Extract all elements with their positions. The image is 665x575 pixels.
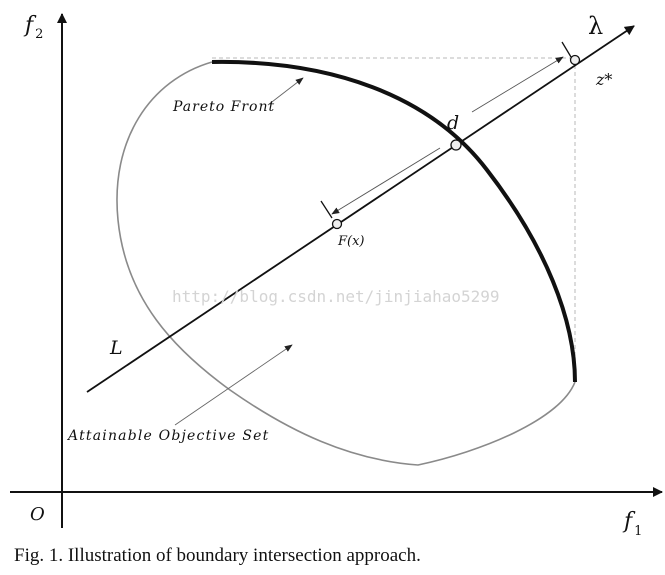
point-d-marker: [450, 139, 462, 151]
lambda-label: λ: [588, 12, 603, 40]
tick-mark-z: [561, 41, 572, 58]
point-z-label: z*: [595, 70, 612, 89]
point-d-label: d: [447, 112, 459, 134]
distance-arrow-to-F: [331, 147, 441, 215]
pareto-front-curve: [211, 59, 577, 383]
tick-mark-F: [320, 200, 333, 219]
pareto-label-pointer: [267, 77, 304, 106]
attainable-set-label: Attainable Objective Set: [66, 428, 269, 444]
attainable-label-pointer: [174, 344, 293, 426]
point-F-marker: [331, 218, 343, 230]
pareto-front-label: Pareto Front: [172, 99, 275, 115]
attainable-set-boundary: [116, 61, 576, 466]
point-F-label: F(x): [337, 234, 365, 249]
watermark-text: http://blog.csdn.net/jinjiahao5299: [172, 287, 500, 306]
point-z-marker: [569, 54, 581, 66]
figure-caption: Fig. 1. Illustration of boundary interse…: [14, 545, 421, 566]
origin-label: O: [30, 504, 45, 525]
line-L-label: L: [109, 337, 123, 359]
distance-arrow-to-z: [471, 56, 564, 113]
line-L: [86, 25, 635, 393]
